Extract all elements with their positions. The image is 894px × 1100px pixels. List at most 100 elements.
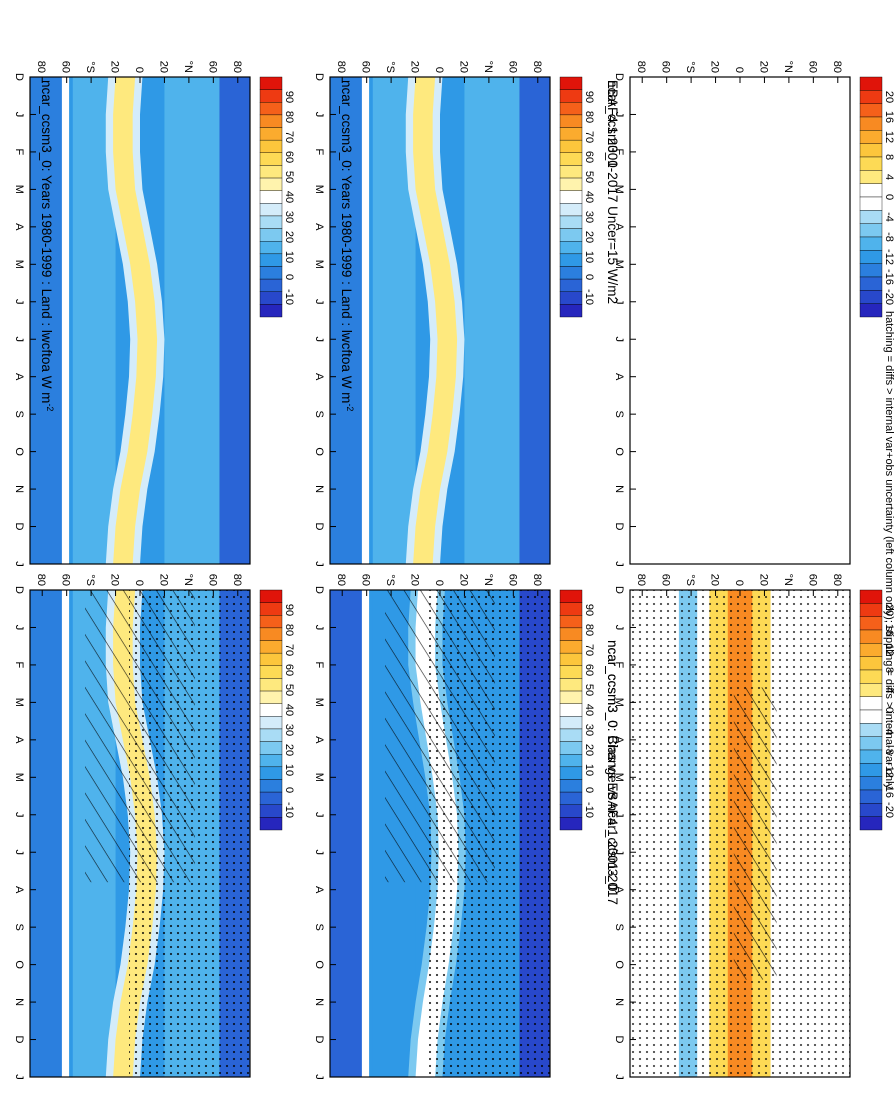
month-tick-label: O (313, 447, 325, 456)
month-tick-label: F (613, 662, 625, 669)
colorbar-swatch (859, 763, 883, 777)
month-tick-label: O (613, 960, 625, 969)
colorbar-tick-label: 12 (883, 644, 894, 656)
colorbar-swatch (859, 709, 883, 724)
month-tick-label: A (613, 886, 625, 894)
month-tick-label: D (313, 1036, 325, 1044)
colorbar-swatch (859, 723, 883, 737)
lat-tick-label: 80 (335, 574, 347, 586)
colorbar-swatch (559, 215, 583, 229)
colorbar-swatch (559, 615, 583, 629)
colorbar-swatch (559, 716, 583, 730)
colorbar-tick-label: 90 (283, 604, 295, 616)
lat-tick-label: 20 (409, 574, 421, 586)
lat-tick-label: 0 (433, 67, 445, 73)
lat-tick-label: °S (684, 61, 696, 73)
colorbar-swatch (559, 127, 583, 141)
colorbar-tick-label: 80 (583, 111, 595, 123)
colorbar-swatch (559, 114, 583, 128)
hatching-overlay (733, 687, 777, 980)
colorbar-tick-label: 20 (583, 231, 595, 243)
colorbar-swatch (259, 177, 283, 191)
colorbar-swatch (859, 170, 883, 184)
month-tick-label: M (613, 185, 625, 194)
colorbar-swatch (859, 76, 883, 91)
lat-tick-label: 60 (360, 574, 372, 586)
colorbar-swatch (859, 589, 883, 604)
lat-tick-label: 60 (506, 574, 518, 586)
month-tick-label: A (313, 223, 325, 231)
lat-tick-label: 60 (60, 574, 72, 586)
colorbar-swatch (259, 804, 283, 818)
colorbar-swatch (559, 266, 583, 280)
lat-tick-label: 20 (757, 574, 769, 586)
colorbar-tick-label: 0 (883, 707, 894, 713)
colorbar-swatch (559, 253, 583, 267)
month-tick-label: J (313, 561, 325, 567)
month-tick-label: O (313, 960, 325, 969)
month-tick-label: D (313, 73, 325, 81)
lat-tick-label: 0 (733, 580, 745, 586)
colorbar-swatch (259, 817, 283, 831)
title-panel-3: EBAF4.1 2001-2017 Uncer=15 W/m2 (605, 80, 620, 304)
month-tick-label: S (313, 923, 325, 930)
colorbar-tick-label: -12 (883, 762, 894, 778)
colorbar-swatch (559, 791, 583, 805)
lat-tick-label: 80 (231, 61, 243, 73)
month-tick-label: J (613, 812, 625, 818)
colorbar-swatch (559, 665, 583, 679)
month-tick-label: D (313, 586, 325, 594)
colorbar-tick-label: 10 (583, 251, 595, 263)
colorbar-panel-4: 90 80 70 60 50 40 30 20 10 0 -10 (559, 76, 595, 318)
colorbar-swatch (859, 776, 883, 791)
lat-tick-label: °S (84, 574, 96, 586)
colorbar-tick-label: 50 (583, 171, 595, 183)
month-tick-label: N (313, 485, 325, 493)
month-tick-label: M (313, 773, 325, 782)
colorbar-swatch (859, 263, 883, 278)
month-tick-label: M (313, 698, 325, 707)
colorbar-swatch (859, 276, 883, 291)
month-tick-label: J (313, 625, 325, 631)
month-tick-label: J (313, 112, 325, 118)
colorbar-swatch (859, 616, 883, 631)
month-tick-label: J (313, 849, 325, 855)
lat-tick-label: 0 (133, 67, 145, 73)
month-tick-label: N (313, 998, 325, 1006)
month-tick-label: A (613, 373, 625, 381)
lat-tick-label: °N (482, 574, 494, 586)
colorbar-swatch (859, 103, 883, 118)
colorbar-panel-2: 90 80 70 60 50 40 30 20 10 0 -10 (259, 76, 295, 318)
lat-tick-label: 20 (109, 574, 121, 586)
colorbar-swatch (859, 656, 883, 671)
colorbar-swatch (859, 749, 883, 764)
month-tick-label: M (13, 698, 25, 707)
colorbar-swatch (259, 278, 283, 292)
month-tick-label: D (13, 1036, 25, 1044)
colorbar-tick-label: -4 (883, 725, 894, 735)
colorbar-swatch (259, 779, 283, 793)
colorbar-swatch (859, 116, 883, 131)
band-southern-gap (361, 590, 370, 1077)
month-tick-label: M (613, 698, 625, 707)
colorbar-swatch (559, 627, 583, 641)
month-tick-label: S (613, 410, 625, 417)
colorbar-tick-label: -10 (583, 802, 595, 818)
colorbar-swatch (859, 90, 883, 104)
colorbar-swatch (859, 303, 883, 318)
band-southern-gap (61, 590, 70, 1077)
colorbar-swatch (259, 114, 283, 128)
colorbar-swatch (859, 816, 883, 831)
colorbar-swatch (259, 754, 283, 768)
colorbar-tick-label: 10 (583, 764, 595, 776)
lat-tick-label: 80 (531, 574, 543, 586)
colorbar-tick-label: 16 (883, 624, 894, 636)
lat-tick-label: 60 (60, 61, 72, 73)
colorbar-swatch (259, 304, 283, 318)
colorbar-swatch (859, 290, 883, 304)
band-south-subtropics (372, 77, 416, 564)
month-tick-label: S (313, 410, 325, 417)
colorbar-tick-label: 60 (583, 664, 595, 676)
month-tick-label: D (13, 586, 25, 594)
